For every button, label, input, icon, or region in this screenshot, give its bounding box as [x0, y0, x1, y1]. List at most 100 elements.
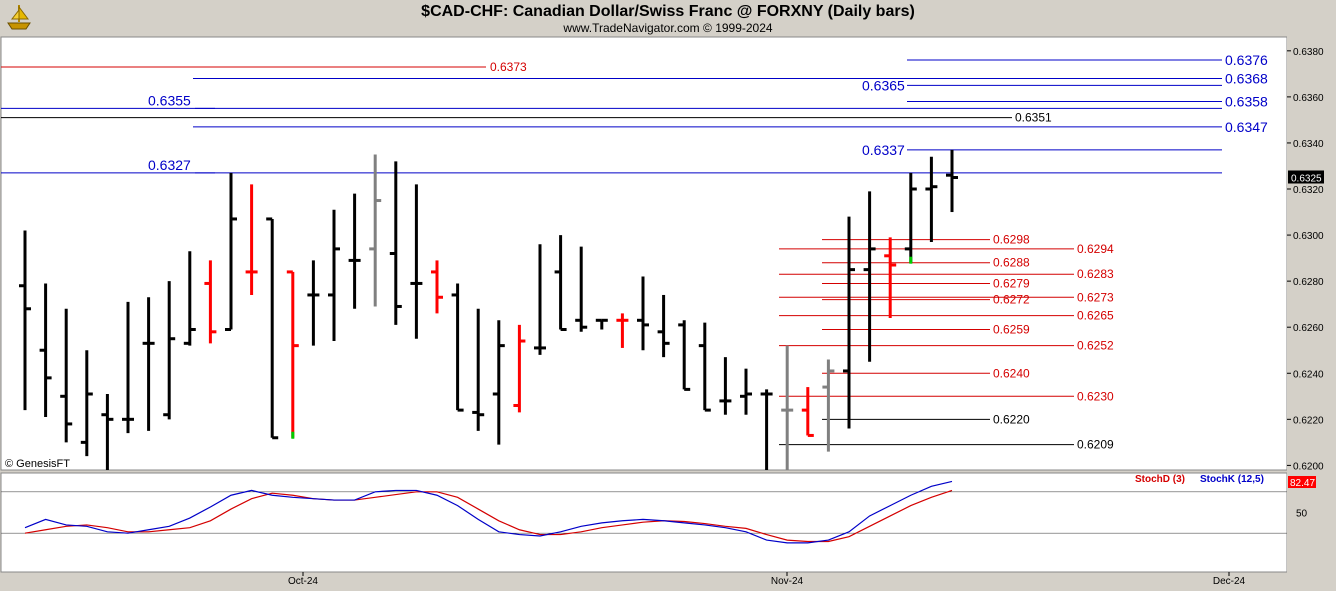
x-axis-label: Nov-24	[771, 576, 804, 587]
price-axis-label: 0.6260	[1293, 323, 1324, 334]
level-label: 0.6220	[993, 412, 1030, 426]
price-axis-label: 0.6200	[1293, 461, 1324, 472]
ohlc-bar	[719, 357, 732, 415]
level-label: 0.6355	[148, 92, 191, 108]
stoch-k-legend: StochK (12,5)	[1200, 474, 1264, 485]
ohlc-bar	[163, 281, 176, 420]
ohlc-bar	[657, 294, 670, 358]
axes: 0.6380 0.6360 0.6340 0.6320 0.6300 0.6280 0.62…	[288, 28, 1335, 587]
price-bars	[19, 149, 958, 470]
level-label: 0.6288	[993, 256, 1030, 270]
ohlc-bar	[904, 172, 917, 264]
ohlc-bar	[286, 270, 299, 439]
last-price-label: 0.6325	[1291, 173, 1322, 184]
level-label: 0.6373	[490, 60, 527, 74]
ohlc-bar	[637, 276, 649, 351]
price-pane	[0, 36, 1288, 471]
level-label: 0.6240	[993, 366, 1030, 380]
ohlc-bar	[781, 345, 794, 470]
ohlc-bar	[554, 235, 567, 332]
ohlc-bar	[183, 251, 196, 346]
chart-subtitle: www.TradeNavigator.com © 1999-2024	[563, 21, 773, 35]
ohlc-bar	[863, 191, 876, 362]
ohlc-bar	[698, 322, 711, 412]
level-label: 0.6376	[1225, 52, 1268, 68]
price-axis-label: 0.6280	[1293, 277, 1324, 288]
ohlc-bar	[472, 308, 485, 431]
price-axis-bg	[1287, 28, 1335, 471]
ohlc-bar	[534, 244, 546, 355]
ship-icon	[7, 5, 31, 30]
price-axis-label: 0.6320	[1293, 185, 1324, 196]
level-label: 0.6368	[1225, 70, 1268, 86]
stoch-axis-bg	[1287, 472, 1335, 573]
ohlc-bar	[431, 260, 443, 314]
level-label: 0.6252	[1077, 339, 1114, 353]
stoch-axis-label: 50	[1296, 509, 1308, 520]
ohlc-bar	[884, 237, 897, 318]
ohlc-bar	[740, 368, 752, 415]
level-label: 0.6279	[993, 276, 1030, 290]
price-axis-label: 0.6360	[1293, 93, 1324, 104]
ohlc-bar	[389, 161, 402, 325]
ohlc-bar	[39, 283, 52, 418]
price-axis-label: 0.6380	[1293, 47, 1324, 58]
last-price-tag	[1288, 170, 1324, 184]
stoch-d-line	[24, 489, 953, 543]
price-axis-label: 0.6300	[1293, 231, 1324, 242]
ohlc-bar	[801, 387, 814, 437]
price-axis-label: 0.6220	[1293, 415, 1324, 426]
stochastic-pane: 50 82.47 StochD (3) StochK (12,5)	[1, 472, 1335, 573]
level-label: 0.6337	[862, 142, 905, 158]
level-label: 0.6209	[1077, 438, 1114, 452]
level-label: 0.6272	[993, 293, 1030, 307]
stoch-d-legend: StochD (3)	[1135, 474, 1185, 485]
ohlc-bar	[513, 324, 526, 413]
ohlc-bar	[925, 156, 938, 242]
chart-title: $CAD-CHF: Canadian Dollar/Swiss Franc @ …	[421, 3, 915, 20]
ohlc-bar	[760, 389, 773, 470]
ohlc-bar	[410, 184, 423, 339]
ohlc-bar	[225, 172, 237, 332]
ohlc-bar	[204, 260, 217, 344]
level-label: 0.6327	[148, 157, 191, 173]
level-label: 0.6358	[1225, 93, 1268, 109]
level-label: 0.6283	[1077, 267, 1114, 281]
ohlc-bar	[142, 297, 155, 431]
price-axis-label: 0.6240	[1293, 369, 1324, 380]
ohlc-bar	[616, 313, 629, 348]
ohlc-bar	[60, 308, 73, 443]
ohlc-bar	[595, 318, 608, 330]
ohlc-bar	[245, 184, 258, 295]
ohlc-bar	[843, 216, 855, 429]
ohlc-bar	[369, 154, 382, 307]
level-lines: 0.6376 0.6368 0.6365 0.6358 0.6355 0.6351 0.63…	[1, 52, 1268, 452]
price-axis-label: 0.6340	[1293, 139, 1324, 150]
ohlc-bar	[80, 350, 93, 457]
ohlc-bar	[101, 393, 114, 470]
stoch-last-label: 82.47	[1290, 478, 1315, 489]
level-label: 0.6265	[1077, 309, 1114, 323]
ohlc-bar	[822, 359, 835, 452]
level-label: 0.6365	[862, 77, 905, 93]
level-label: 0.6259	[993, 323, 1030, 337]
level-label: 0.6294	[1077, 242, 1114, 256]
ohlc-bar	[348, 193, 361, 309]
ohlc-bar	[451, 283, 464, 412]
ohlc-bar	[328, 209, 340, 342]
ohlc-bar	[678, 320, 691, 391]
ohlc-bar	[575, 246, 588, 332]
level-label: 0.6230	[1077, 389, 1114, 403]
ohlc-bar	[946, 149, 958, 213]
ohlc-bar	[122, 301, 134, 434]
ohlc-bar	[266, 217, 279, 440]
stoch-k-line	[24, 480, 953, 544]
ohlc-bar	[492, 320, 505, 445]
x-axis-label: Dec-24	[1213, 576, 1246, 587]
level-label: 0.6298	[993, 233, 1030, 247]
copyright-label: © GenesisFT	[5, 458, 70, 470]
chart-header: $CAD-CHF: Canadian Dollar/Swiss Franc @ …	[0, 0, 1336, 38]
stoch-last-tag	[1288, 476, 1316, 488]
ohlc-bar	[19, 230, 31, 411]
